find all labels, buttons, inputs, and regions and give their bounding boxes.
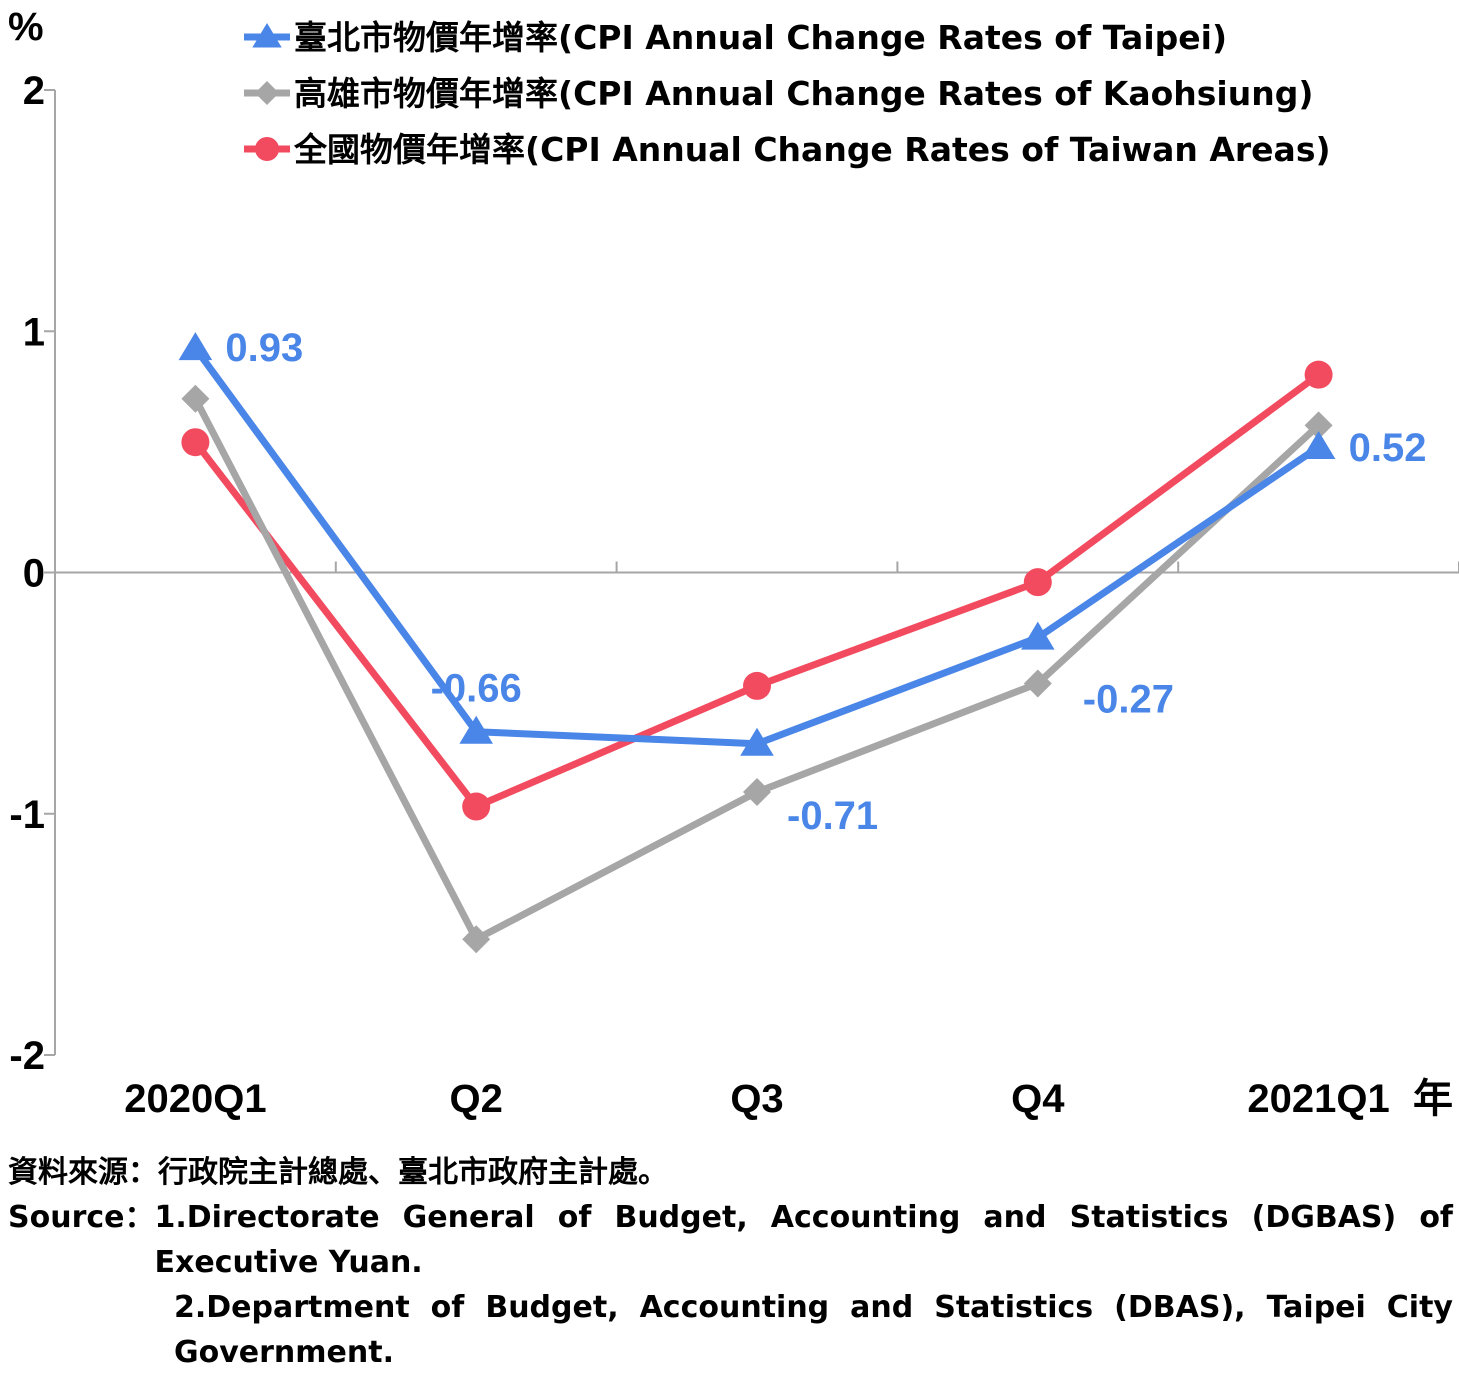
legend-entry: 臺北市物價年增率(CPI Annual Change Rates of Taip… xyxy=(244,18,1227,57)
series-point xyxy=(743,778,771,807)
x-tick-label: Q2 xyxy=(450,1077,503,1121)
legend-entry: 全國物價年增率(CPI Annual Change Rates of Taiwa… xyxy=(244,130,1331,169)
source-en-label: Source： xyxy=(8,1200,155,1235)
x-tick-label: 2021Q1 xyxy=(1247,1077,1389,1121)
chart-axes: 2 1 0 -1 -2% 2020Q1 Q2 Q3 Q4 2021Q1 年 xyxy=(8,5,1459,1121)
legend-marker xyxy=(255,81,279,105)
series-point xyxy=(462,925,491,954)
source-zh-label: 資料來源： xyxy=(8,1155,158,1190)
x-tick-label: 2020Q1 xyxy=(124,1077,266,1121)
chart-legend: 臺北市物價年增率(CPI Annual Change Rates of Taip… xyxy=(244,18,1331,169)
series-point xyxy=(181,428,210,457)
x-axis-unit: 年 xyxy=(1413,1077,1453,1121)
y-axis-label: % xyxy=(8,5,44,49)
series-triangle xyxy=(178,332,1336,756)
data-label: -0.27 xyxy=(1083,678,1174,722)
x-tick-label: Q4 xyxy=(1011,1077,1065,1121)
y-tick-label: 0 xyxy=(23,552,45,596)
series-point xyxy=(1304,360,1333,389)
series-point xyxy=(181,384,210,413)
y-tick-label: -1 xyxy=(9,793,45,837)
chart-series xyxy=(178,332,1336,954)
series-diamond xyxy=(181,384,1333,954)
series-point xyxy=(1021,621,1055,650)
data-label: 0.52 xyxy=(1349,426,1427,470)
series-point xyxy=(462,792,491,821)
series-line xyxy=(192,397,1321,943)
y-tick-label: 2 xyxy=(23,69,45,113)
series-point xyxy=(459,715,493,744)
series-point xyxy=(743,671,771,700)
series-point xyxy=(740,727,774,756)
legend-entry: 高雄市物價年增率(CPI Annual Change Rates of Kaoh… xyxy=(244,74,1313,113)
series-point xyxy=(1301,431,1336,460)
legend-label: 高雄市物價年增率(CPI Annual Change Rates of Kaoh… xyxy=(294,74,1313,113)
y-tick-label: 1 xyxy=(23,310,45,354)
data-label: -0.66 xyxy=(431,667,522,711)
legend-marker xyxy=(252,23,282,48)
line-chart: 2 1 0 -1 -2% 2020Q1 Q2 Q3 Q4 2021Q1 年 0.93 -0.66 -0.… xyxy=(8,5,1459,1121)
source-item-1: 1.Directorate General of Budget, Account… xyxy=(154,1200,1454,1280)
source-note: 資料來源： 行政院主計總處、臺北市政府主計處。 Source： 1.Direct… xyxy=(8,1150,1453,1375)
data-label: 0.93 xyxy=(225,326,303,370)
x-tick-label: Q3 xyxy=(730,1077,783,1121)
series-point xyxy=(178,332,213,361)
series-circle xyxy=(181,360,1333,821)
source-zh-text: 行政院主計總處、臺北市政府主計處。 xyxy=(158,1155,668,1190)
series-point xyxy=(1023,568,1052,597)
source-item-2: 2.Department of Budget, Accounting and S… xyxy=(174,1290,1453,1370)
data-label: -0.71 xyxy=(787,794,878,838)
series-point xyxy=(1023,669,1052,698)
legend-marker xyxy=(255,137,279,161)
legend-label: 全國物價年增率(CPI Annual Change Rates of Taiwa… xyxy=(293,130,1331,169)
series-point xyxy=(1304,411,1333,440)
y-tick-label: -2 xyxy=(9,1034,45,1078)
chart-data-labels: 0.93 -0.66 -0.71 -0.27 0.52 xyxy=(225,326,1426,838)
legend-label: 臺北市物價年增率(CPI Annual Change Rates of Taip… xyxy=(294,18,1227,57)
